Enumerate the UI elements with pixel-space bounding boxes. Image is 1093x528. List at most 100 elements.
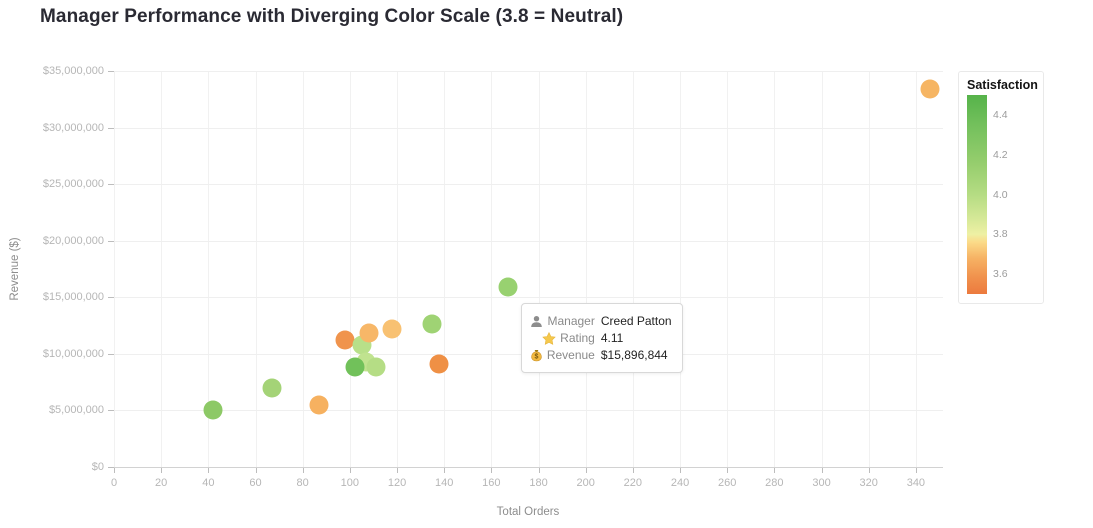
x-tick-label: 0 (110, 477, 118, 489)
scatter-point[interactable] (335, 330, 355, 350)
scatter-point[interactable] (262, 378, 282, 398)
tooltip-label-group: $ Revenue (531, 348, 595, 362)
y-tick-mark (108, 240, 114, 242)
y-axis-title: Revenue ($) (9, 237, 21, 301)
x-tick-mark (680, 468, 682, 473)
scatter-point[interactable] (359, 323, 379, 343)
x-tick-mark (491, 468, 493, 473)
legend-tick-label: 3.6 (993, 268, 1008, 281)
h-gridline (114, 240, 943, 242)
tooltip-label: Revenue (546, 348, 595, 363)
x-tick-label: 40 (202, 477, 215, 489)
legend-title: Satisfaction (967, 78, 1038, 92)
legend-tick-label: 3.8 (993, 228, 1008, 241)
scatter-point[interactable] (366, 357, 386, 377)
v-gridline (349, 71, 351, 467)
y-tick-label: $35,000,000 (42, 65, 104, 77)
colorbar-legend: Satisfaction 4.4 4.2 4.0 3.8 3.6 (958, 71, 1044, 304)
x-tick-mark (821, 468, 823, 473)
x-tick-label: 240 (670, 477, 690, 489)
y-tick-label: $0 (91, 461, 104, 473)
legend-tick-label: 4.2 (993, 148, 1008, 161)
y-tick-label: $30,000,000 (42, 121, 104, 134)
v-gridline (774, 71, 776, 467)
x-tick-label: 140 (434, 477, 454, 489)
v-gridline (397, 71, 399, 467)
x-axis-title: Total Orders (496, 506, 560, 518)
scatter-point[interactable] (382, 319, 402, 339)
v-gridline (491, 71, 493, 467)
scatter-point[interactable] (345, 357, 365, 377)
star-icon (542, 331, 556, 345)
scatter-point[interactable] (309, 395, 329, 415)
x-tick-mark (397, 468, 399, 473)
tooltip-label: Rating (560, 331, 595, 346)
x-tick-mark (868, 468, 870, 473)
v-gridline (255, 71, 257, 467)
legend-tick-label: 4.0 (993, 188, 1008, 201)
scatter-point[interactable] (429, 354, 449, 374)
tooltip: Manager Creed Patton Rating 4.11 $ Revenue $15… (520, 303, 683, 374)
x-tick-label: 20 (155, 477, 168, 489)
colorbar-gradient (967, 95, 987, 294)
x-tick-mark (538, 468, 540, 473)
v-gridline (161, 71, 163, 467)
person-icon (530, 315, 543, 328)
v-gridline (868, 71, 870, 467)
v-gridline (444, 71, 446, 467)
scatter-point[interactable] (203, 400, 223, 420)
money-bag-icon: $ (530, 349, 543, 362)
x-tick-label: 180 (529, 477, 548, 489)
y-tick-mark (108, 127, 114, 129)
x-tick-mark (161, 468, 163, 473)
tooltip-row: Manager Creed Patton (531, 314, 672, 328)
x-tick-label: 300 (812, 477, 831, 489)
x-tick-mark (915, 468, 917, 473)
tooltip-label-group: Manager (531, 314, 595, 328)
x-tick-label: 340 (906, 477, 926, 489)
x-tick-label: 260 (718, 477, 737, 489)
v-gridline (114, 71, 115, 467)
y-tick-label: $15,000,000 (42, 291, 104, 304)
h-gridline (114, 297, 943, 299)
x-tick-label: 320 (859, 477, 878, 489)
scatter-point[interactable] (920, 79, 940, 99)
y-tick-label: $5,000,000 (48, 404, 104, 417)
y-tick-mark (108, 184, 114, 186)
y-tick-mark (108, 410, 114, 412)
x-tick-mark (727, 468, 729, 473)
tooltip-value: Creed Patton (600, 314, 672, 329)
v-gridline (538, 71, 540, 467)
scatter-point[interactable] (422, 314, 442, 334)
x-axis-line (114, 467, 943, 468)
v-gridline (632, 71, 634, 467)
h-gridline (114, 71, 943, 72)
h-gridline (114, 127, 943, 129)
x-tick-mark (114, 468, 115, 473)
x-tick-label: 160 (482, 477, 501, 489)
x-tick-mark (208, 468, 210, 473)
y-tick-mark (108, 71, 114, 72)
scatter-point[interactable] (498, 277, 518, 297)
x-tick-mark (774, 468, 776, 473)
x-tick-label: 100 (340, 477, 360, 489)
tooltip-value: 4.11 (600, 331, 624, 346)
x-tick-label: 280 (765, 477, 784, 489)
tooltip-row: Rating 4.11 (531, 331, 672, 345)
y-tick-mark (108, 353, 114, 355)
v-gridline (680, 71, 682, 467)
x-tick-mark (444, 468, 446, 473)
chart-title: Manager Performance with Diverging Color… (40, 6, 624, 27)
svg-text:$: $ (534, 353, 538, 360)
tooltip-value: $15,896,844 (600, 348, 668, 363)
x-tick-label: 120 (387, 477, 407, 489)
y-tick-label: $20,000,000 (42, 234, 104, 247)
y-tick-label: $10,000,000 (42, 347, 104, 360)
x-tick-mark (302, 468, 304, 473)
x-tick-label: 200 (576, 477, 595, 489)
x-tick-mark (349, 468, 351, 473)
x-tick-label: 220 (623, 477, 643, 489)
v-gridline (208, 71, 210, 467)
